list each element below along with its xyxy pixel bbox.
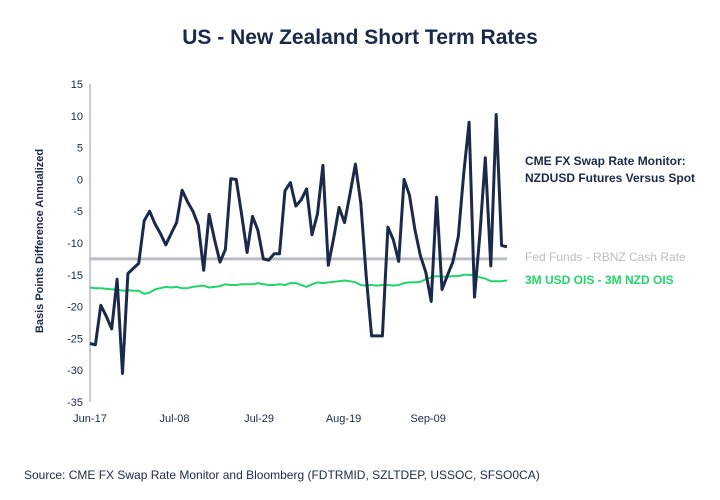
x-tick-label: Jul-29 bbox=[244, 413, 274, 425]
y-tick-label: -15 bbox=[67, 270, 83, 282]
legend-cme-fx-swap: CME FX Swap Rate Monitor: NZDUSD Futures… bbox=[525, 154, 696, 185]
y-axis-label: Basis Points Difference Annualized bbox=[34, 149, 46, 333]
x-axis: Jun-17 Jul-08 Jul-29 Aug-19 Sep-09 bbox=[73, 413, 446, 425]
legend-fed-funds-rbnz: Fed Funds - RBNZ Cash Rate bbox=[525, 250, 686, 264]
y-tick-label: -20 bbox=[67, 302, 83, 314]
y-tick-label: 0 bbox=[77, 174, 83, 186]
x-tick-label: Jun-17 bbox=[73, 413, 107, 425]
series-lines bbox=[89, 113, 508, 375]
x-tick-label: Aug-19 bbox=[326, 413, 361, 425]
y-tick-label: -35 bbox=[67, 397, 83, 409]
series-line-2 bbox=[89, 273, 508, 295]
y-tick-label: 10 bbox=[71, 111, 83, 123]
y-tick-label: 5 bbox=[77, 143, 83, 155]
y-tick-label: 15 bbox=[71, 79, 83, 91]
chart-title: US - New Zealand Short Term Rates bbox=[182, 26, 538, 49]
y-axis: 15 10 5 0 -5 -10 -15 -20 -25 -30 -35 bbox=[67, 79, 91, 409]
y-tick-label: -25 bbox=[67, 333, 83, 345]
legend-ois-spread: 3M USD OIS - 3M NZD OIS bbox=[525, 273, 674, 287]
series-line-0 bbox=[89, 113, 508, 375]
x-tick-label: Jul-08 bbox=[160, 413, 190, 425]
x-tick-label: Sep-09 bbox=[410, 413, 445, 425]
y-tick-label: -30 bbox=[67, 365, 83, 377]
y-tick-label: -10 bbox=[67, 238, 83, 250]
source-note: Source: CME FX Swap Rate Monitor and Blo… bbox=[24, 468, 540, 482]
y-tick-label: -5 bbox=[73, 206, 83, 218]
